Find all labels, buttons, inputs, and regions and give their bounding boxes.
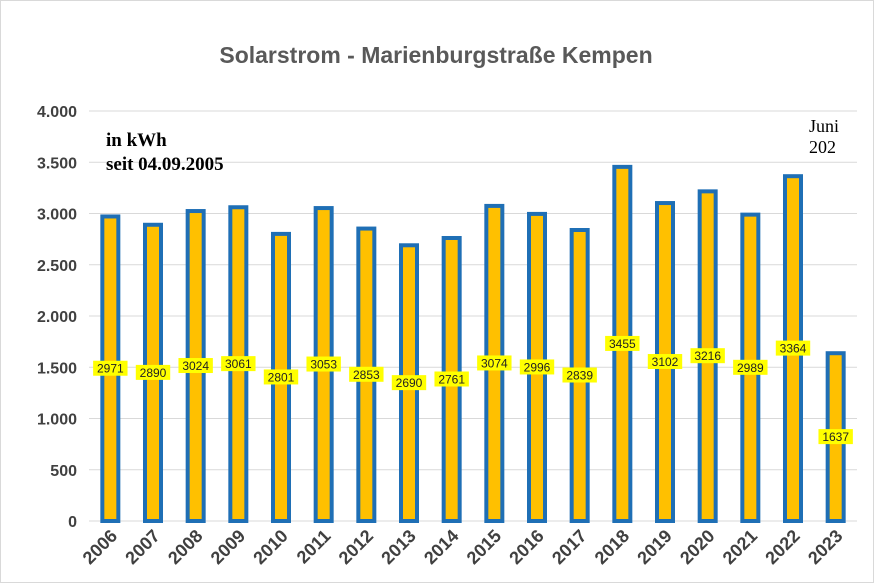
x-tick-label: 2006 [79, 526, 121, 568]
gridlines [89, 110, 857, 522]
y-tick-label: 500 [50, 463, 77, 480]
data-label: 2971 [97, 362, 124, 376]
corner-note-year: 202 [809, 137, 836, 157]
x-tick-label: 2018 [591, 526, 633, 568]
y-tick-label: 3.000 [37, 207, 77, 224]
data-label: 2761 [438, 372, 465, 386]
data-label-bg [690, 348, 725, 364]
data-label: 2996 [524, 360, 551, 374]
x-tick-label: 2011 [293, 526, 335, 568]
data-label: 3216 [694, 349, 721, 363]
data-label-bg [605, 335, 640, 351]
data-label-bg [647, 354, 683, 370]
x-tick-label: 2014 [420, 526, 462, 568]
data-label-bg [349, 366, 384, 382]
x-tick-label: 2013 [377, 526, 419, 568]
data-label-bg [263, 369, 299, 385]
data-label-bg [519, 359, 555, 375]
data-label-bg [306, 356, 341, 372]
since-annotation: seit 04.09.2005 [106, 154, 224, 175]
x-axis-ticks: 2006 2007 2008 2009 2010 2011 2012 2013 2014 2015… [79, 526, 847, 568]
x-tick-label: 2019 [633, 526, 675, 568]
x-tick-label: 2023 [804, 526, 846, 568]
chart-title: Solarstrom - Marienburgstraße Kempen [219, 42, 652, 68]
x-tick-label: 2010 [249, 526, 291, 568]
y-tick-label: 4.000 [37, 104, 77, 121]
y-tick-label: 0 [68, 514, 77, 531]
unit-annotation: in kWh [106, 130, 167, 151]
x-tick-label: 2022 [761, 526, 803, 568]
x-tick-label: 2021 [719, 526, 761, 568]
data-label: 2853 [353, 368, 380, 382]
data-label: 3074 [481, 356, 508, 370]
y-tick-label: 2.000 [37, 309, 77, 326]
x-tick-label: 2017 [548, 526, 590, 568]
data-label: 2890 [140, 366, 167, 380]
data-label-bg [818, 429, 853, 445]
data-label: 3102 [652, 355, 679, 369]
data-label-bg [391, 375, 427, 391]
data-label: 3053 [310, 358, 337, 372]
data-label: 2839 [566, 369, 593, 383]
data-label-bg [135, 364, 171, 380]
data-label-bg [434, 371, 469, 387]
x-tick-label: 2007 [121, 526, 163, 568]
data-label: 2690 [396, 376, 423, 390]
x-tick-label: 2009 [207, 526, 249, 568]
x-tick-label: 2020 [676, 526, 718, 568]
y-tick-label: 3.500 [37, 155, 77, 172]
data-label-bg [93, 360, 128, 376]
y-axis-ticks: 0 500 1.000 1.500 2.000 2.500 3.000 3.500 4.000 [37, 104, 77, 531]
data-label-bg [733, 359, 768, 375]
y-tick-label: 1.000 [37, 412, 77, 429]
x-tick-label: 2008 [164, 526, 206, 568]
data-label: 2801 [268, 370, 295, 384]
data-label: 3455 [609, 337, 636, 351]
data-label-bg [221, 356, 256, 372]
data-label: 3364 [780, 342, 807, 356]
data-label: 3024 [182, 359, 209, 373]
data-labels: 2971 2890 3024 3061 2801 3053 2853 2690 2761 3074… [93, 335, 853, 445]
data-label-bg [775, 340, 811, 356]
data-label: 3061 [225, 357, 252, 371]
x-tick-label: 2015 [463, 526, 505, 568]
y-tick-label: 1.500 [37, 360, 77, 377]
bars [100, 164, 846, 524]
data-label: 2989 [737, 361, 764, 375]
y-tick-label: 2.500 [37, 258, 77, 275]
data-label-bg [477, 355, 512, 371]
x-tick-label: 2016 [505, 526, 547, 568]
data-label-bg [562, 367, 597, 383]
x-tick-label: 2012 [335, 526, 377, 568]
corner-note-month: Juni [809, 116, 839, 136]
data-label-bg [178, 358, 213, 374]
data-label: 1637 [822, 430, 849, 444]
